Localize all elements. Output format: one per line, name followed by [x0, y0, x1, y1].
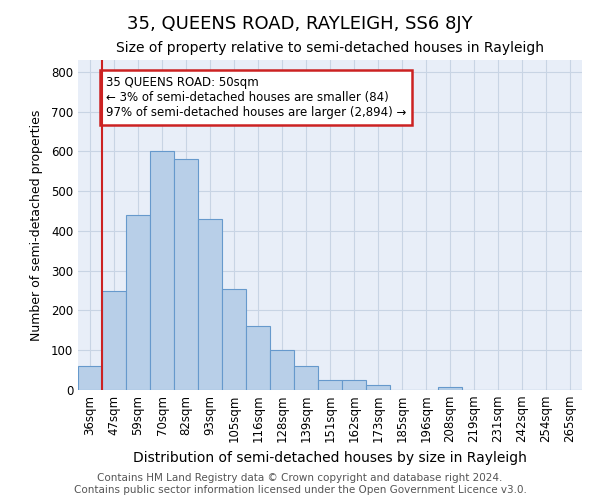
- Bar: [270, 350, 294, 390]
- Bar: [366, 385, 390, 390]
- Bar: [342, 380, 366, 390]
- Bar: [150, 152, 174, 390]
- Title: Size of property relative to semi-detached houses in Rayleigh: Size of property relative to semi-detach…: [116, 40, 544, 54]
- Bar: [78, 366, 102, 390]
- Text: 35, QUEENS ROAD, RAYLEIGH, SS6 8JY: 35, QUEENS ROAD, RAYLEIGH, SS6 8JY: [127, 15, 473, 33]
- Bar: [318, 380, 342, 390]
- Bar: [174, 160, 198, 390]
- Text: 35 QUEENS ROAD: 50sqm
← 3% of semi-detached houses are smaller (84)
97% of semi-: 35 QUEENS ROAD: 50sqm ← 3% of semi-detac…: [106, 76, 406, 119]
- Y-axis label: Number of semi-detached properties: Number of semi-detached properties: [29, 110, 43, 340]
- Bar: [126, 215, 150, 390]
- X-axis label: Distribution of semi-detached houses by size in Rayleigh: Distribution of semi-detached houses by …: [133, 451, 527, 465]
- Bar: [222, 288, 246, 390]
- Bar: [438, 387, 462, 390]
- Bar: [246, 326, 270, 390]
- Bar: [102, 290, 126, 390]
- Text: Contains HM Land Registry data © Crown copyright and database right 2024.
Contai: Contains HM Land Registry data © Crown c…: [74, 474, 526, 495]
- Bar: [198, 219, 222, 390]
- Bar: [294, 366, 318, 390]
